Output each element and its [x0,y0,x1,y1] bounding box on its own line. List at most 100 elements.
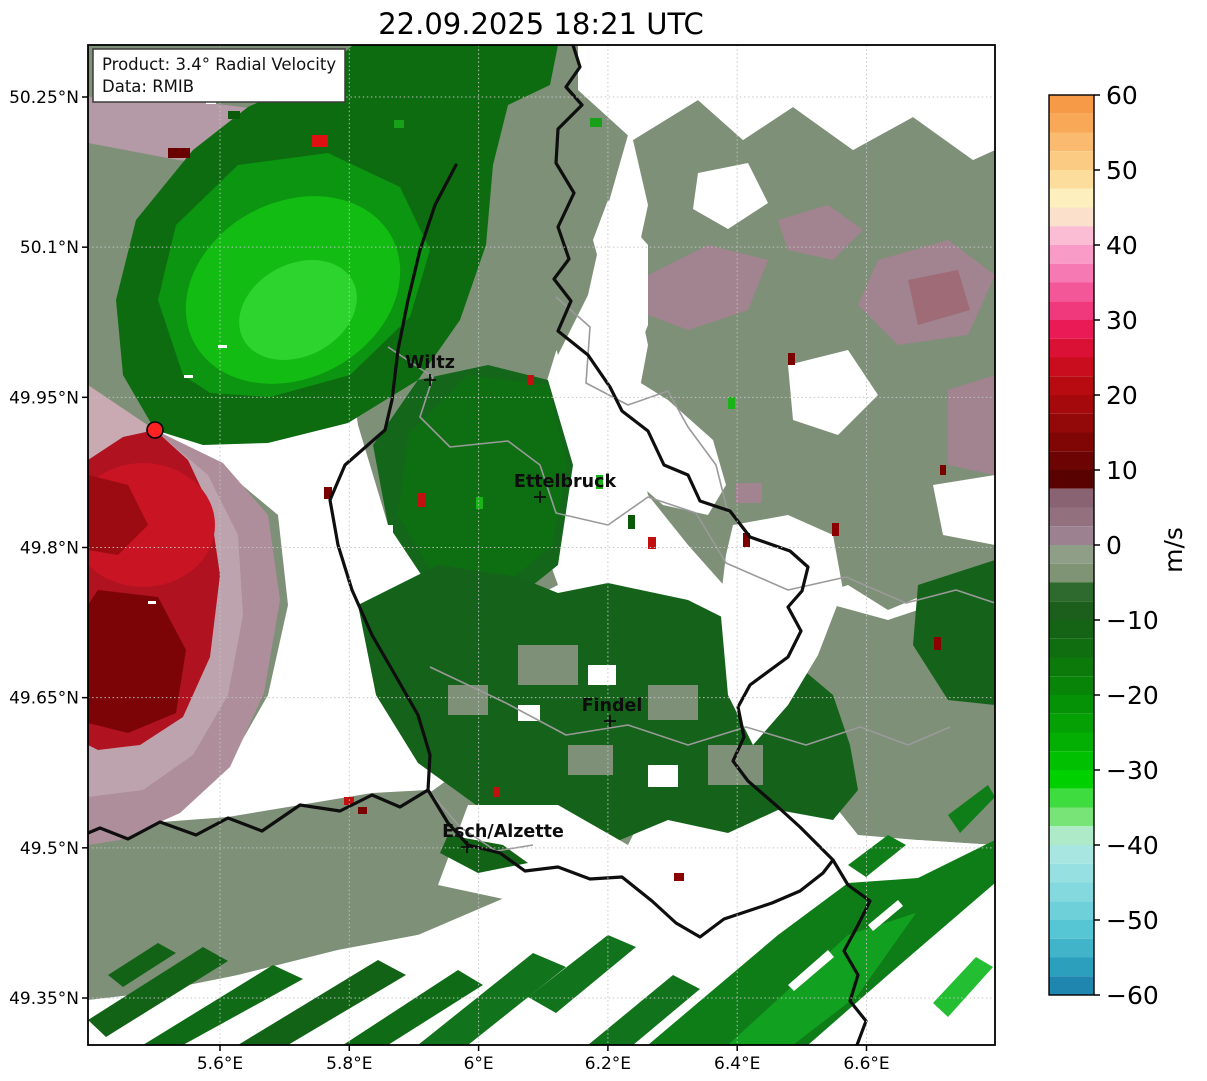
speckle-noise [140,75,946,881]
colorbar-band [1049,170,1094,189]
lat-tick-label: 49.5°N [20,839,79,859]
colorbar-band [1049,901,1094,920]
product-label: Product: 3.4° Radial Velocity [102,55,336,74]
colorbar-band [1049,601,1094,620]
city-label: Findel [582,696,643,716]
colorbar-band [1049,470,1094,489]
receding-lobe [88,385,280,845]
lat-tick-label: 50.1°N [20,238,79,258]
city-label: Wiltz [405,353,455,373]
colorbar-tick-label: −50 [1106,906,1159,935]
speckle [528,375,534,385]
colorbar-band [1049,863,1094,883]
colorbar-band [1049,207,1094,227]
longitude-axis: 5.6°E 5.8°E 6°E 6.2°E 6.4°E 6.6°E [197,1045,890,1074]
colorbar-band [1049,620,1094,639]
colorbar-band [1049,676,1094,695]
lat-tick-label: 49.65°N [9,689,79,709]
speckle [674,873,684,881]
speckle [394,120,404,128]
speckle [228,111,240,119]
radar-site-marker [146,421,164,439]
colorbar-band [1049,826,1094,845]
colorbar-band [1049,957,1094,977]
colorbar-band [1049,788,1094,808]
colorbar-band [1049,376,1094,395]
speckle [344,797,354,805]
speckle [312,135,328,147]
colorbar-band [1049,526,1094,545]
speckle [218,345,227,348]
colorbar-band [1049,751,1094,770]
lon-tick-label: 5.6°E [197,1054,243,1074]
colorbar-band [1049,245,1094,264]
data-source-label: Data: RMIB [102,77,194,96]
colorbar-band [1049,545,1094,564]
speckle [324,487,332,499]
colorbar-band [1049,488,1094,508]
colorbar-tick-label: −20 [1106,681,1159,710]
colorbar-band [1049,432,1094,452]
colorbar-band [1049,695,1094,714]
colorbar-band [1049,976,1094,995]
colorbar-tick-label: 0 [1106,531,1122,560]
colorbar-band [1049,807,1094,827]
speckle [418,493,426,507]
speckle [388,525,393,535]
colorbar-band [1049,938,1094,958]
city-wiltz: Wiltz [405,353,455,386]
map-plot: Wiltz Ettelbruck Findel Esch/Alzette Pro… [87,44,996,1046]
city-label: Esch/Alzette [442,822,564,842]
speckle [934,637,941,650]
city-esch-alzette: Esch/Alzette [442,822,564,853]
colorbar-band [1049,451,1094,470]
colorbar-band [1049,357,1094,377]
speckle [743,533,750,547]
city-plus-marker [604,715,616,727]
colorbar-band [1049,263,1094,283]
colorbar-band [1049,845,1094,864]
colorbar-ticks: 60 50 40 30 20 10 0 −10 −20 −30 −40 −50 −60 [1094,81,1159,1010]
green-streak-bands [88,785,995,1045]
city-label: Ettelbruck [514,472,617,492]
lat-tick-label: 49.95°N [9,388,79,408]
colorbar-band [1049,338,1094,358]
speckle [590,118,602,127]
gridlines [88,45,995,1045]
colorbar-band [1049,882,1094,902]
city-plus-marker [424,374,436,386]
country-border [88,45,872,1045]
figure-title: 22.09.2025 18:21 UTC [378,7,704,41]
colorbar-band [1049,732,1094,752]
colorbar-tick-label: −40 [1106,831,1159,860]
speckle [596,475,603,489]
speckle [184,375,193,378]
speckle [940,465,946,475]
lat-tick-label: 50.25°N [9,88,79,108]
colorbar-band [1049,151,1094,170]
lon-tick-label: 6.4°E [714,1054,760,1074]
colorbar-tick-label: 40 [1106,231,1138,260]
colorbar-tick-label: 60 [1106,81,1138,110]
speckle [788,353,795,365]
colorbar: 60 50 40 30 20 10 0 −10 −20 −30 −40 −50 −60 m/s [1048,81,1188,1010]
colorbar-band [1049,395,1094,414]
product-info-box: Product: 3.4° Radial Velocity Data: RMIB [92,48,346,103]
speckle [628,515,635,529]
colorbar-tick-label: −30 [1106,756,1159,785]
colorbar-band [1049,657,1094,677]
city-findel: Findel [582,696,643,727]
colorbar-band [1049,582,1094,602]
speckle [728,397,735,409]
colorbar-gradient [1049,95,1094,995]
latitude-axis: 50.25°N 50.1°N 49.95°N 49.8°N 49.65°N 49.5°N 4… [9,88,88,1009]
colorbar-tick-label: 50 [1106,156,1138,185]
speckle [476,497,483,509]
colorbar-band [1049,638,1094,658]
colorbar-band [1049,113,1094,133]
lon-tick-label: 6.6°E [843,1054,889,1074]
lat-tick-label: 49.8°N [20,538,79,558]
colorbar-band [1049,507,1094,527]
